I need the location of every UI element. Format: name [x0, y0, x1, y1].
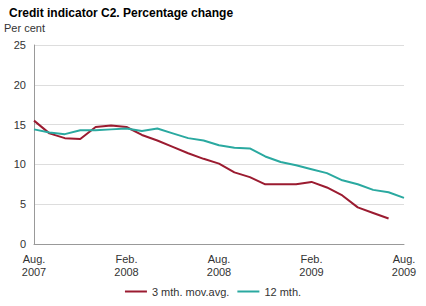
svg-text:5: 5: [20, 198, 26, 210]
svg-text:Credit indicator C2. Percentag: Credit indicator C2. Percentage change: [9, 6, 233, 20]
svg-text:Aug.: Aug.: [23, 253, 46, 265]
svg-text:0: 0: [20, 238, 26, 250]
svg-text:2008: 2008: [207, 266, 231, 278]
svg-text:2009: 2009: [299, 266, 323, 278]
svg-text:Aug.: Aug.: [393, 253, 416, 265]
svg-text:10: 10: [14, 158, 26, 170]
svg-text:25: 25: [14, 39, 26, 51]
svg-text:15: 15: [14, 119, 26, 131]
svg-text:Feb.: Feb.: [300, 253, 322, 265]
svg-text:Feb.: Feb.: [115, 253, 137, 265]
svg-text:2008: 2008: [114, 266, 138, 278]
svg-text:2007: 2007: [22, 266, 46, 278]
svg-text:Per cent: Per cent: [4, 22, 45, 34]
svg-text:12 mth.: 12 mth.: [264, 286, 301, 298]
svg-text:3 mth. mov.avg.: 3 mth. mov.avg.: [152, 286, 229, 298]
svg-text:Aug.: Aug.: [208, 253, 231, 265]
svg-text:2009: 2009: [392, 266, 416, 278]
svg-text:20: 20: [14, 79, 26, 91]
